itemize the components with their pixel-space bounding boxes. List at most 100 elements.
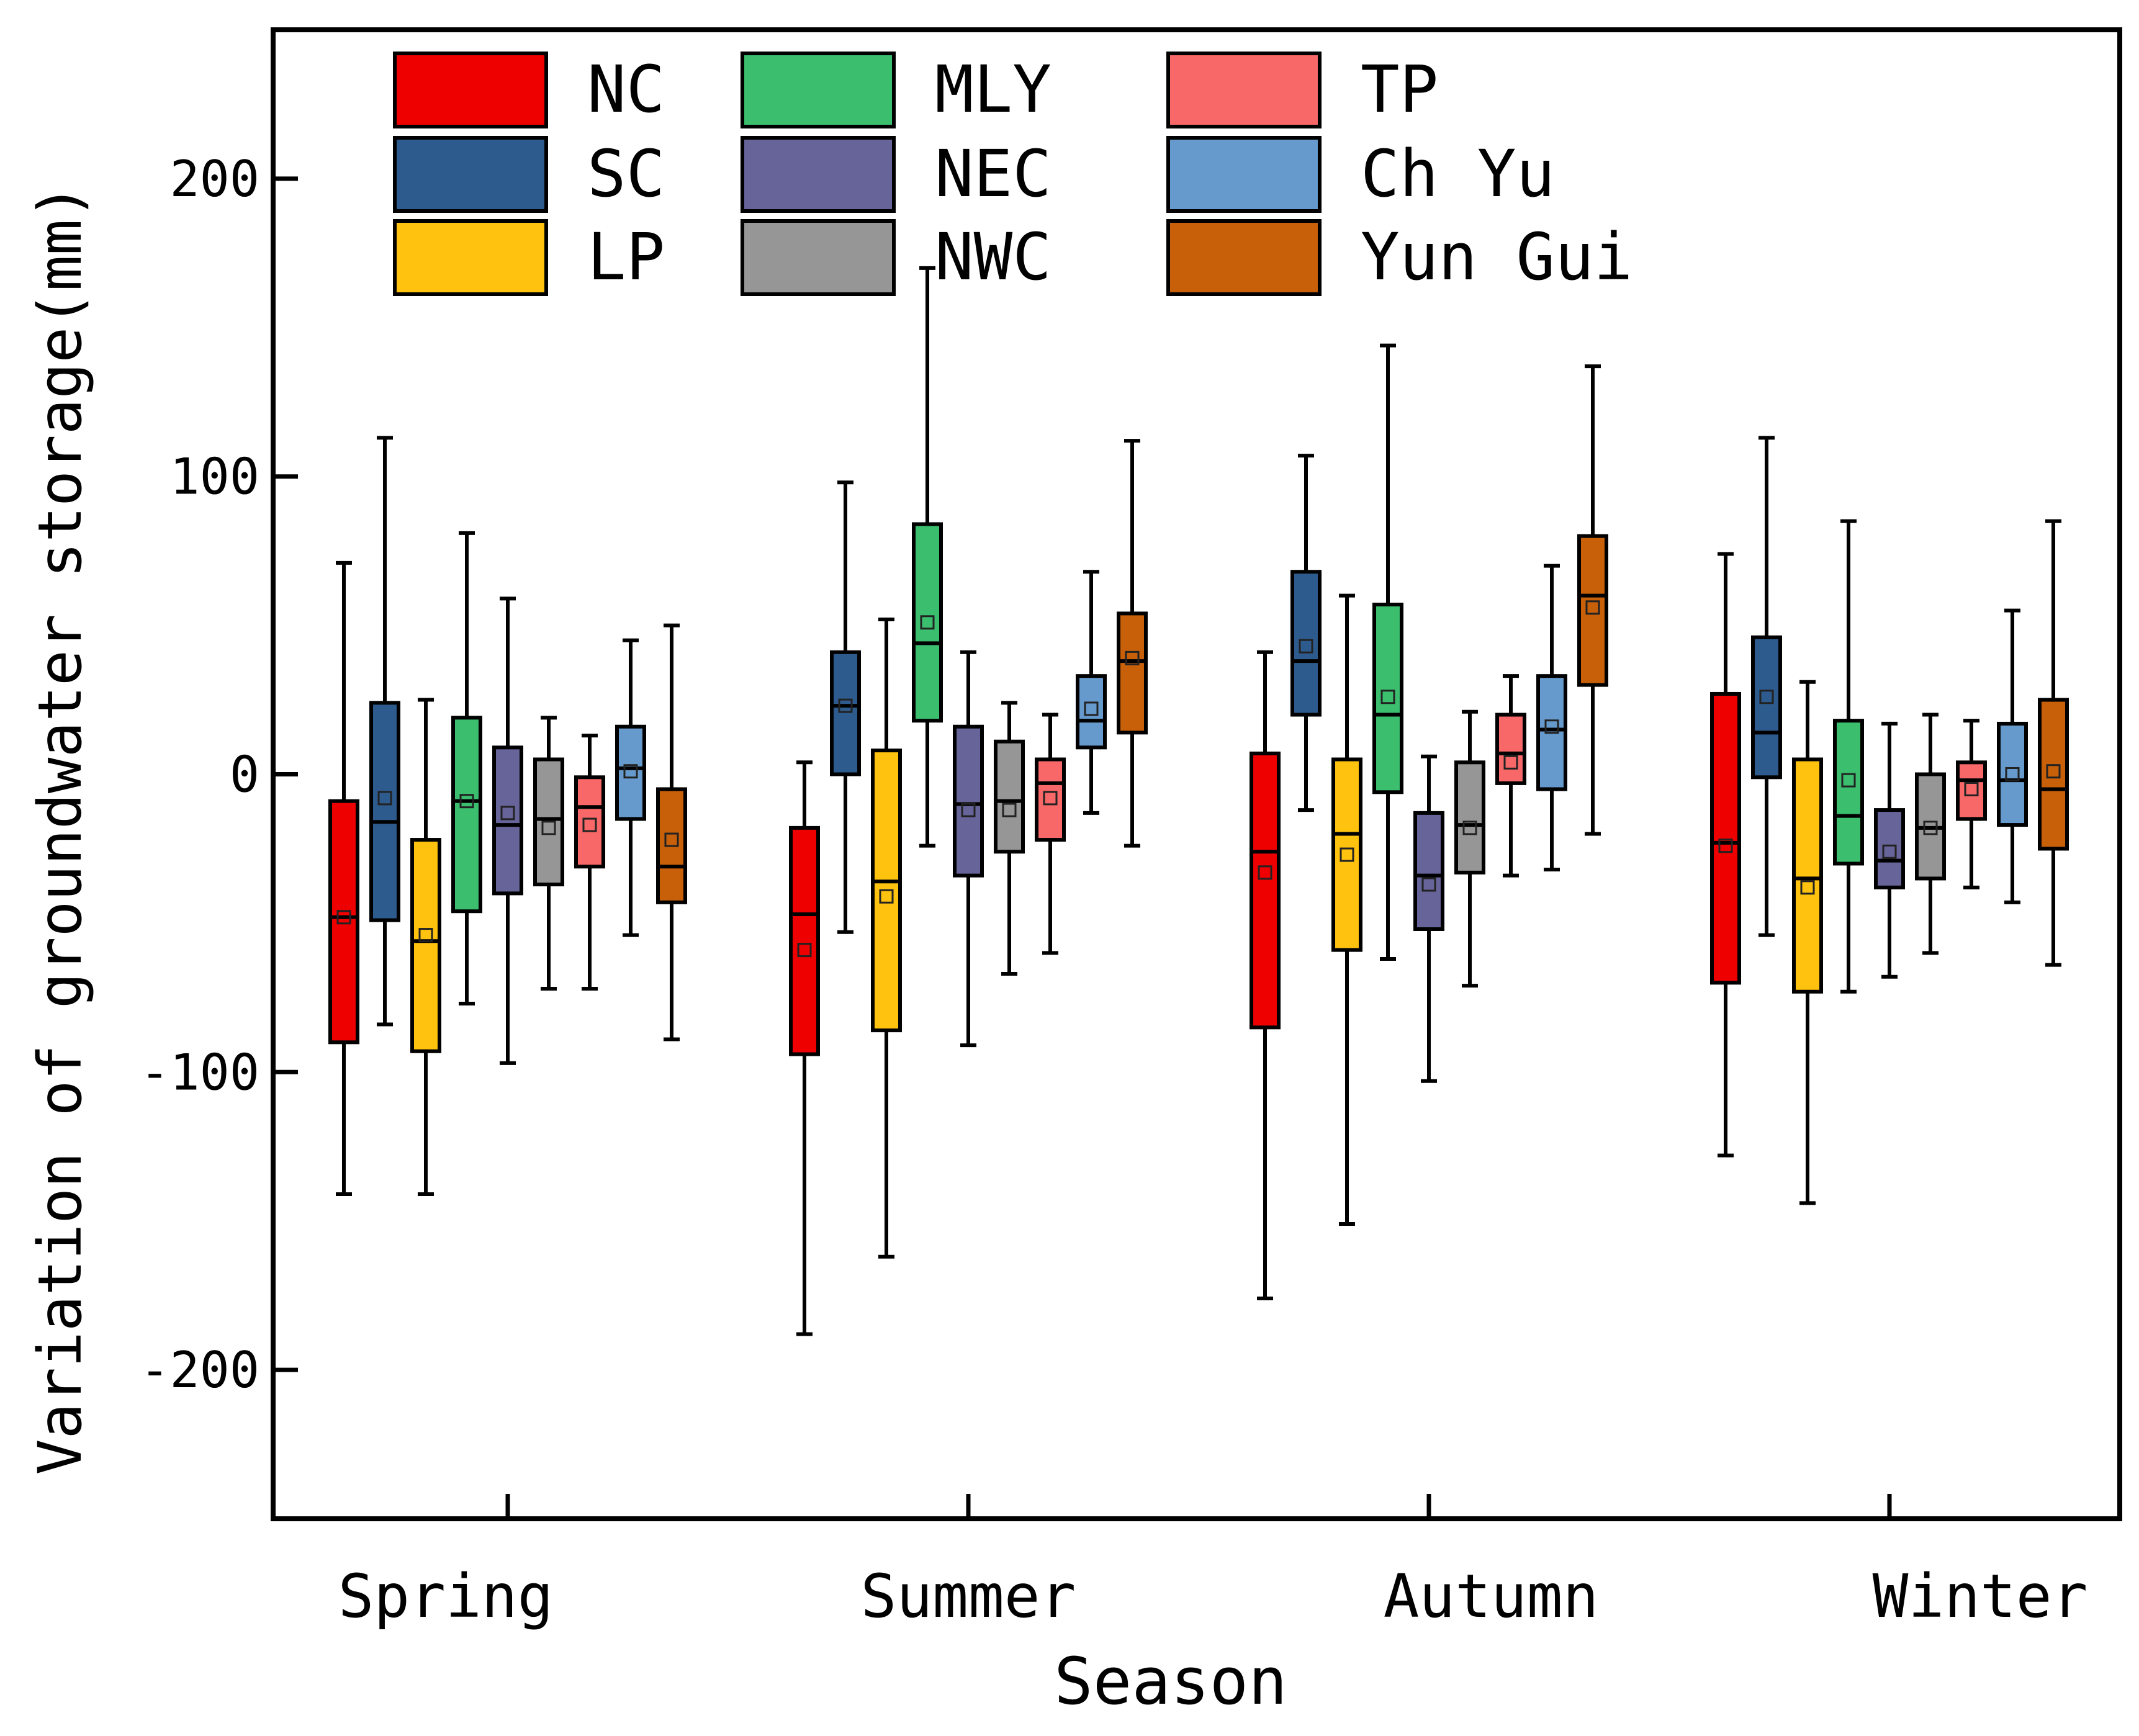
box-body (1710, 691, 1741, 985)
mean-marker (1544, 719, 1559, 734)
legend-item: NC (393, 52, 665, 128)
box-yun-gui (1577, 364, 1608, 836)
legend-label: SC (587, 136, 665, 212)
box-mly (1833, 519, 1864, 994)
box-ch-yu (615, 638, 646, 937)
box-mly (451, 531, 482, 1005)
legend-label: NEC (935, 136, 1051, 212)
box-mly (1372, 343, 1403, 961)
box-mly (912, 266, 943, 848)
mean-marker (1125, 650, 1140, 665)
legend-item: SC (393, 136, 665, 213)
box-body (1372, 603, 1403, 794)
box-body (789, 825, 820, 1056)
box-nwc (994, 701, 1025, 976)
box-tp (1495, 674, 1526, 878)
mean-marker (879, 889, 894, 904)
mean-marker (541, 821, 556, 835)
box-yun-gui (1117, 439, 1148, 848)
mean-marker (377, 791, 392, 806)
legend-swatch (741, 136, 896, 213)
box-body (1956, 760, 1987, 821)
legend-swatch (393, 136, 548, 213)
mean-marker (1800, 880, 1815, 895)
legend-swatch (393, 219, 548, 296)
mean-marker (1462, 821, 1477, 835)
mean-marker (1380, 690, 1395, 704)
mean-marker (961, 803, 976, 817)
box-body (830, 650, 861, 776)
box-body (1495, 713, 1526, 785)
mean-marker (1258, 865, 1272, 880)
mean-marker (838, 698, 853, 713)
box-body (1874, 808, 1905, 889)
box-body (328, 799, 359, 1045)
box-nec (953, 650, 984, 1048)
x-tick-label: Winter (1873, 1562, 2088, 1631)
mean-marker (1882, 844, 1897, 859)
box-body (1833, 719, 1864, 866)
box-nec (492, 596, 523, 1065)
legend-item: LP (393, 219, 665, 296)
legend-item: Yun Gui (1166, 219, 1632, 296)
legend-swatch (1166, 219, 1322, 296)
box-lp (1792, 680, 1823, 1205)
legend-item: MLY (741, 52, 1051, 128)
box-body (1792, 757, 1823, 994)
mean-marker (582, 817, 597, 832)
box-body (1117, 611, 1148, 735)
box-body (1250, 751, 1281, 1030)
box-nc (1710, 552, 1741, 1158)
mean-marker (1340, 847, 1354, 862)
x-tick-label: Summer (861, 1562, 1076, 1631)
legend-swatch (741, 52, 896, 128)
box-tp (574, 734, 605, 991)
x-tick-label: Spring (338, 1562, 554, 1631)
mean-marker (2005, 767, 2020, 781)
mean-marker (336, 910, 351, 925)
x-tick-label: Autumn (1384, 1562, 1599, 1631)
mean-marker (1964, 781, 1979, 796)
mean-marker (1841, 773, 1856, 788)
box-sc (1751, 436, 1782, 937)
box-ch-yu (1536, 564, 1567, 872)
box-body (451, 716, 482, 914)
legend-label: TP (1361, 52, 1438, 127)
legend-item: NEC (741, 136, 1051, 213)
box-sc (830, 480, 861, 934)
box-body (1076, 674, 1107, 750)
mean-marker (1002, 803, 1017, 817)
box-body (1413, 811, 1444, 931)
box-lp (410, 698, 441, 1197)
box-body (492, 745, 523, 896)
y-tick-label: 200 (170, 150, 260, 208)
box-nc (789, 760, 820, 1336)
mean-marker (1923, 821, 1938, 835)
legend-swatch (1166, 52, 1322, 128)
box-body (574, 775, 605, 869)
box-body (994, 739, 1025, 854)
mean-marker (1043, 791, 1058, 806)
box-body (1997, 721, 2028, 827)
legend-label: NC (587, 52, 665, 127)
legend-item: Ch Yu (1166, 136, 1555, 213)
box-body (1454, 760, 1485, 875)
legend-swatch (1166, 136, 1322, 213)
mean-marker (1503, 755, 1518, 770)
box-ch-yu (1997, 608, 2028, 904)
box-yun-gui (2038, 519, 2069, 967)
legend-label: Ch Yu (1361, 136, 1555, 212)
y-axis: -200 -100 0 100 200 (140, 150, 298, 1399)
legend-label: LP (587, 219, 665, 295)
mean-marker (920, 615, 935, 630)
legend-swatch (393, 52, 548, 128)
box-tp (1035, 713, 1066, 955)
box-nwc (533, 716, 564, 991)
plot-area (271, 27, 2122, 1521)
y-axis-title: Variation of groundwater storage(mm) (25, 184, 95, 1475)
box-body (1035, 757, 1066, 842)
mean-marker (1299, 639, 1313, 654)
box-nec (1413, 754, 1444, 1083)
box-body (1751, 635, 1782, 780)
